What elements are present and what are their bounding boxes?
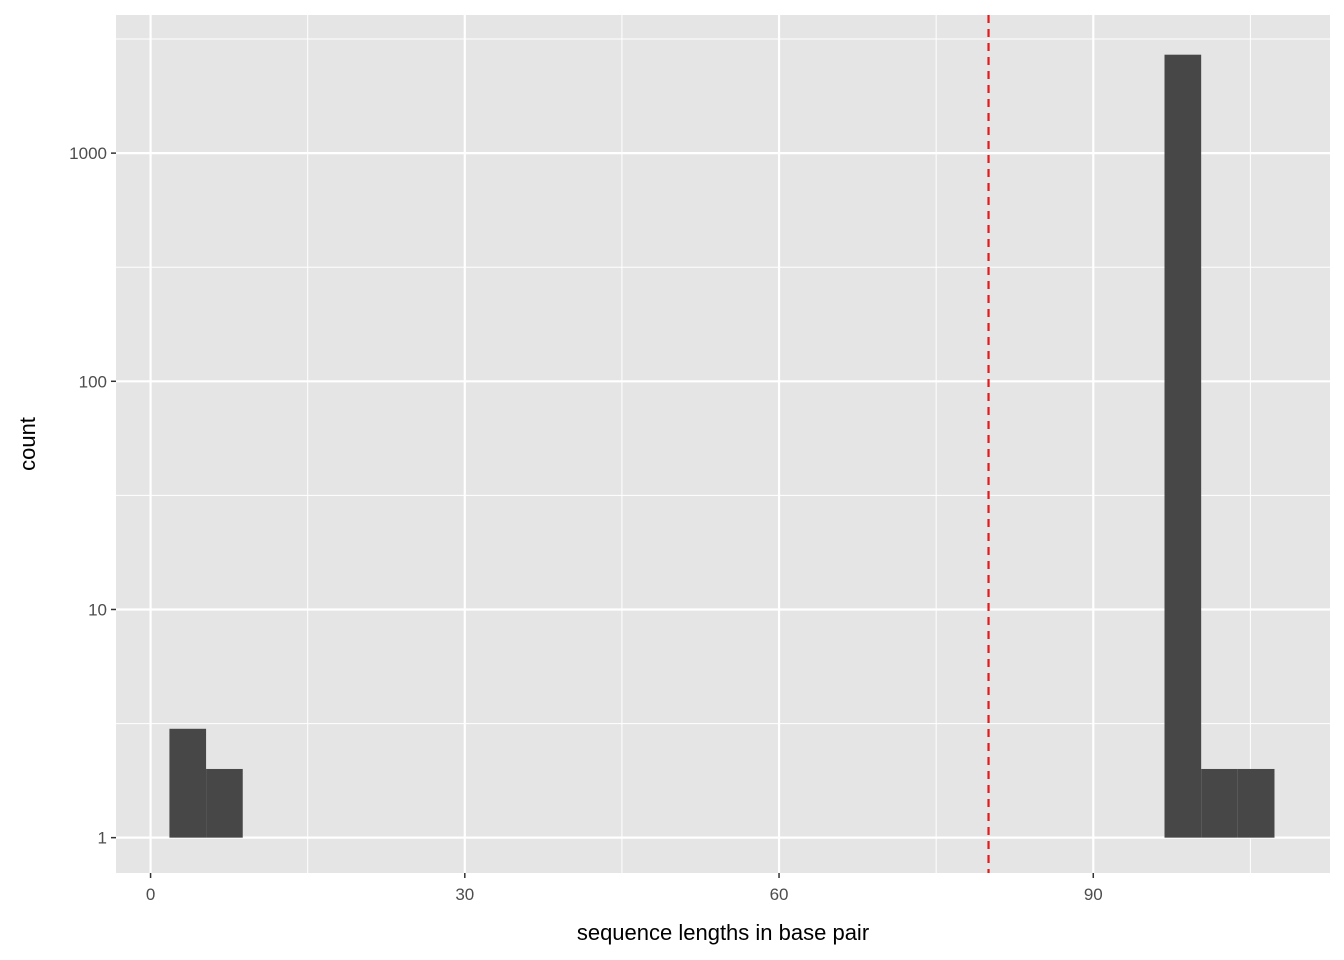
y-tick-label: 100 (79, 372, 107, 391)
histogram-bar (1201, 768, 1238, 838)
x-tick-label: 90 (1084, 885, 1103, 904)
histogram-bar (1237, 768, 1275, 838)
histogram-bar (206, 768, 243, 838)
x-tick-label: 30 (455, 885, 474, 904)
panel-background (116, 15, 1330, 873)
x-tick-label: 0 (146, 885, 155, 904)
y-axis-title: count (15, 417, 40, 471)
x-axis-title: sequence lengths in base pair (577, 920, 869, 945)
y-tick-label: 1000 (69, 144, 107, 163)
y-tick-label: 1 (98, 829, 107, 848)
y-tick-label: 10 (88, 600, 107, 619)
ticks: 0 30 60 90 1 10 100 1000 (69, 144, 1103, 904)
histogram-bar (1164, 54, 1202, 838)
bars (169, 54, 1275, 838)
x-tick-label: 60 (770, 885, 789, 904)
histogram-bar (169, 728, 207, 838)
gridlines (116, 15, 1330, 873)
